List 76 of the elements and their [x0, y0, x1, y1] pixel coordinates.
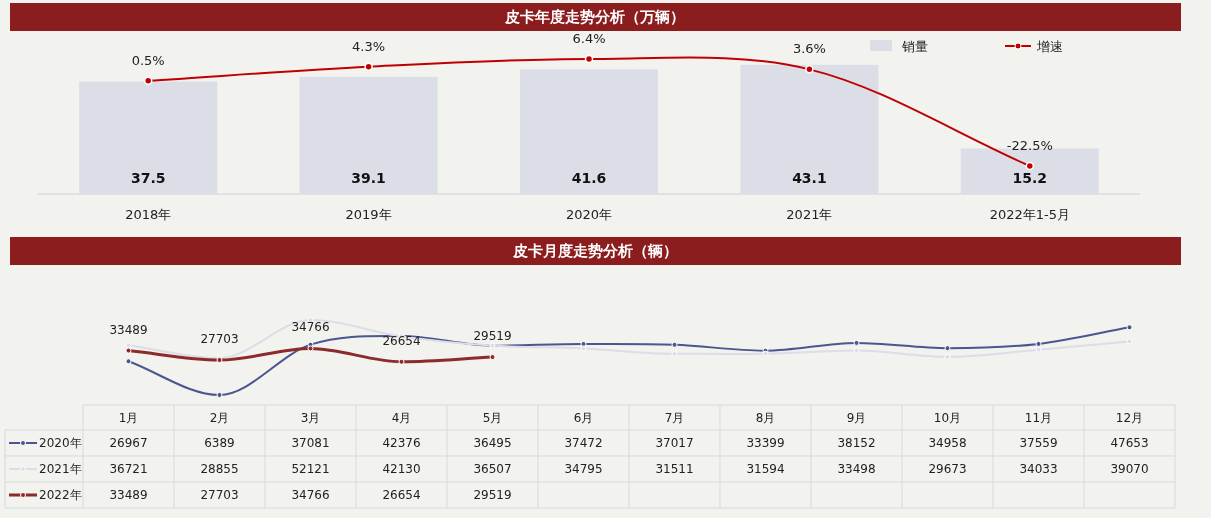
data-label: 38152: [837, 436, 876, 450]
data-label: 15.2: [1012, 170, 1048, 186]
data-label: 47653: [1110, 436, 1149, 450]
point: [364, 62, 373, 72]
x-tick-label: 11月: [1024, 411, 1053, 425]
data-label: 33399: [746, 436, 785, 450]
data-label: 37081: [291, 436, 330, 450]
x-tick-label: 2月: [209, 411, 230, 425]
point: [584, 54, 594, 64]
data-label: 29673: [928, 462, 967, 476]
data-label: 37017: [655, 436, 694, 450]
x-tick-label: 10月: [933, 411, 962, 425]
legend-label: 销量: [901, 39, 928, 54]
data-label: 33498: [837, 462, 876, 476]
data-label: 27703: [200, 488, 239, 502]
data-label: 0.5%: [131, 52, 165, 68]
x-tick-label: 7月: [664, 411, 685, 425]
data-label: 4.3%: [352, 38, 386, 54]
data-label: 6389: [204, 436, 235, 450]
data-label: 33489: [109, 488, 148, 502]
legend-label: 2022年: [39, 488, 82, 502]
data-label: 42376: [382, 436, 421, 450]
data-label: 34033: [1019, 462, 1058, 476]
x-tick-label: 3月: [300, 411, 321, 425]
data-label: 37472: [564, 436, 603, 450]
legend-label: 2021年: [39, 462, 82, 476]
x-tick-label: 2021年: [786, 207, 833, 222]
x-tick-label: 2018年: [125, 207, 172, 222]
annotation: 34766: [291, 320, 330, 335]
x-tick-label: 6月: [573, 411, 594, 425]
annotation: 33489: [109, 322, 148, 337]
data-label: 28855: [200, 462, 239, 476]
data-label: 36721: [109, 462, 148, 476]
data-label: 34766: [291, 488, 330, 502]
x-tick-label: 2020年: [565, 207, 613, 222]
data-label: 52121: [291, 462, 330, 476]
data-label: 42130: [382, 462, 421, 476]
data-label: 6.4%: [572, 31, 606, 46]
data-label: 3.6%: [792, 41, 826, 57]
x-tick-label: 8月: [755, 411, 776, 425]
data-label: 39.1: [351, 170, 386, 186]
data-label: 39070: [1110, 462, 1149, 476]
data-label: 31511: [655, 462, 694, 476]
x-tick-label: 12月: [1115, 411, 1144, 425]
data-label: 37559: [1019, 436, 1058, 450]
x-tick-label: 9月: [846, 411, 867, 425]
bar: [79, 81, 218, 194]
point: [1025, 161, 1035, 171]
chart-title: 皮卡月度走势分析（辆）: [511, 242, 678, 260]
chart-title: 皮卡年度走势分析（万辆）: [504, 8, 685, 26]
data-label: 26967: [109, 436, 148, 450]
bar: [960, 148, 1099, 194]
x-tick-label: 4月: [391, 411, 412, 425]
legend-label: 增速: [1036, 39, 1063, 54]
data-label: 36495: [473, 436, 512, 450]
legend-label: 2020年: [39, 436, 82, 450]
data-label: 43.1: [792, 170, 827, 186]
data-label: 34958: [928, 436, 967, 450]
data-label: 37.5: [130, 170, 166, 186]
annotation: 26654: [382, 333, 421, 348]
bar: [740, 64, 879, 194]
x-tick-label: 2019年: [345, 207, 392, 222]
x-tick-label: 2022年1-5月: [989, 207, 1070, 222]
data-label: 26654: [382, 488, 421, 502]
point: [143, 76, 153, 86]
data-label: 31594: [746, 462, 785, 476]
annotation: 27703: [200, 332, 239, 347]
x-tick-label: 1月: [118, 411, 139, 425]
data-label: 41.6: [571, 170, 607, 186]
point: [805, 65, 814, 74]
data-label: 34795: [564, 462, 603, 476]
data-label: 29519: [473, 488, 512, 502]
data-label: 36507: [473, 462, 512, 476]
annotation: 29519: [473, 329, 512, 344]
x-tick-label: 5月: [482, 411, 503, 425]
data-label: -22.5%: [1006, 138, 1053, 153]
